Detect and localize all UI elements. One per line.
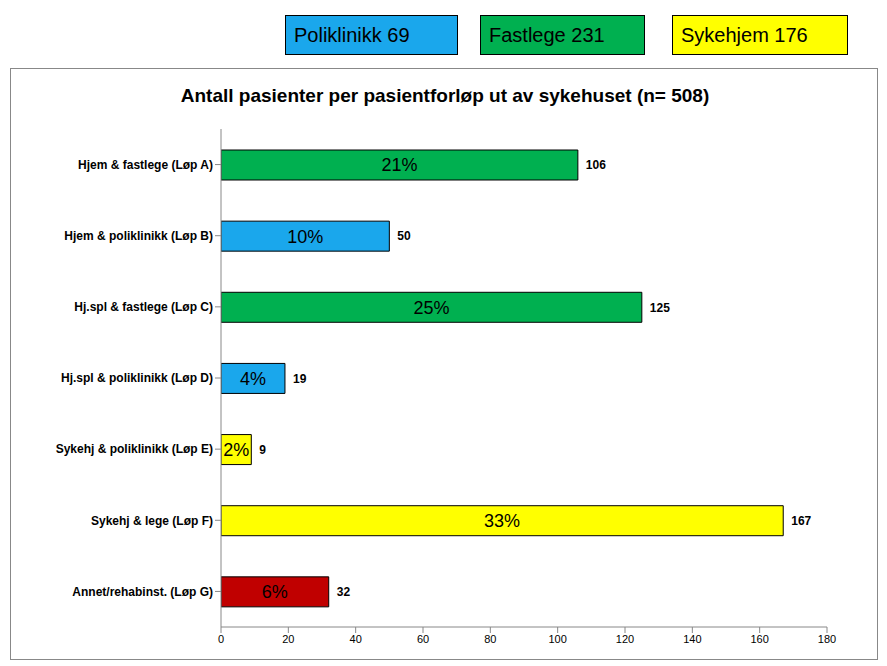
svg-text:Hjem & fastlege (Løp A): Hjem & fastlege (Løp A): [78, 158, 213, 172]
svg-text:167: 167: [791, 514, 811, 528]
svg-text:6%: 6%: [262, 582, 288, 602]
svg-text:21%: 21%: [381, 155, 417, 175]
svg-text:20: 20: [282, 633, 294, 645]
svg-text:4%: 4%: [240, 369, 266, 389]
svg-text:50: 50: [397, 229, 411, 243]
svg-text:32: 32: [337, 585, 351, 599]
svg-text:Hj.spl & fastlege (Løp C): Hj.spl & fastlege (Løp C): [74, 300, 213, 314]
svg-text:25%: 25%: [413, 298, 449, 318]
html-text:Poliklinikk 69: Poliklinikk 69: [294, 24, 410, 46]
svg-text:106: 106: [586, 158, 606, 172]
svg-text:0: 0: [218, 633, 224, 645]
svg-text:10%: 10%: [287, 227, 323, 247]
svg-text:140: 140: [683, 633, 701, 645]
svg-text:125: 125: [650, 301, 670, 315]
html-text:Sykehjem 176: Sykehjem 176: [681, 24, 808, 46]
svg-text:19: 19: [293, 372, 307, 386]
svg-text:Sykehj & lege (Løp F): Sykehj & lege (Løp F): [91, 514, 213, 528]
svg-text:Hjem & poliklinikk (Løp B): Hjem & poliklinikk (Løp B): [64, 229, 213, 243]
svg-text:60: 60: [417, 633, 429, 645]
html-text:Fastlege 231: Fastlege 231: [489, 24, 605, 46]
svg-text:120: 120: [616, 633, 634, 645]
svg-text:Hj.spl & poliklinikk (Løp D): Hj.spl & poliklinikk (Løp D): [61, 371, 213, 385]
svg-text:Sykehj & poliklinikk (Løp E): Sykehj & poliklinikk (Løp E): [56, 442, 213, 456]
svg-text:9: 9: [259, 443, 266, 457]
svg-text:Annet/rehabinst. (Løp G): Annet/rehabinst. (Løp G): [72, 585, 213, 599]
svg-text:160: 160: [750, 633, 768, 645]
svg-text:40: 40: [350, 633, 362, 645]
svg-text:33%: 33%: [484, 511, 520, 531]
html-text:Antall pasienter per pasientfo: Antall pasienter per pasientforløp ut av…: [180, 85, 710, 106]
svg-text:80: 80: [484, 633, 496, 645]
svg-text:180: 180: [818, 633, 836, 645]
svg-text:100: 100: [548, 633, 566, 645]
svg-text:2%: 2%: [223, 440, 249, 460]
